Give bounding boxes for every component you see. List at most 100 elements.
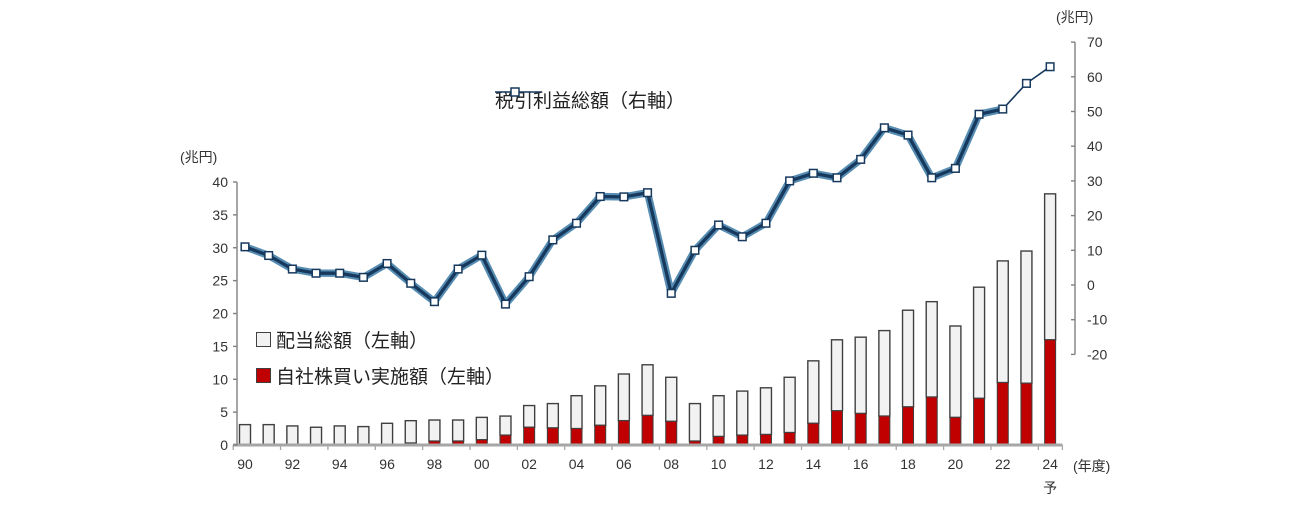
dividend-bar — [522, 404, 536, 428]
profit-line-marker — [382, 258, 392, 269]
profit-line-marker — [761, 218, 771, 228]
profit-line-marker — [571, 218, 582, 228]
buyback-bar — [570, 428, 583, 446]
dividend-bar — [238, 423, 252, 446]
buyback-swatch-icon — [256, 368, 271, 383]
dividend-bar — [475, 416, 488, 441]
buyback-bar — [1020, 382, 1033, 446]
profit-line-marker — [619, 192, 629, 202]
x-axis-unit-label: (年度) — [1073, 458, 1111, 474]
profit-line-marker — [287, 264, 297, 274]
buyback-bar — [783, 432, 796, 446]
profit-line-marker — [785, 176, 795, 186]
line-series-legend-icon — [495, 87, 541, 97]
dividend-bar — [404, 419, 417, 444]
left-axis-tick-label: 30 — [212, 240, 228, 256]
right-axis-tick-label: 0 — [1087, 277, 1095, 293]
buyback-bar — [949, 416, 962, 446]
x-axis-tick-label: 02 — [521, 456, 537, 472]
left-axis-tick-label: 40 — [212, 174, 228, 190]
x-axis-tick-label: 04 — [569, 456, 585, 472]
profit-line-marker — [595, 191, 605, 202]
right-axis-tick-label: 60 — [1087, 69, 1103, 85]
dividend-bar — [830, 339, 844, 412]
profit-line-marker — [524, 272, 534, 282]
dividend-bar — [783, 376, 796, 434]
dividend-bar — [309, 426, 323, 446]
x-axis-tick-label: 10 — [711, 456, 727, 472]
x-axis-tick-label: 90 — [237, 456, 253, 472]
profit-line-marker — [264, 250, 274, 261]
profit-line-marker — [643, 188, 653, 198]
profit-line-marker — [903, 130, 913, 140]
left-axis-tick-label: 25 — [212, 273, 228, 289]
right-axis-tick-label: 50 — [1087, 104, 1103, 120]
right-axis-tick-label: 20 — [1087, 208, 1103, 224]
profit-line-marker — [998, 104, 1008, 114]
buyback-bar — [854, 412, 867, 446]
profit-line-marker — [714, 220, 724, 230]
dividend-bar — [570, 394, 583, 430]
buyback-bar — [1044, 339, 1057, 446]
x-axis-tick-label: 08 — [663, 456, 679, 472]
legend-buyback-row: 自社株買い実施額（左軸） — [256, 362, 504, 389]
dividend-bar — [949, 325, 962, 419]
right-axis-tick-label: 10 — [1087, 242, 1103, 258]
dividend-swatch-icon — [256, 332, 271, 347]
profit-line-marker — [548, 235, 558, 245]
buyback-bar — [973, 397, 986, 446]
dividend-bar — [357, 425, 370, 446]
dividend-bar — [665, 376, 678, 423]
x-axis-tick-label: 96 — [379, 456, 395, 472]
profit-line-marker — [927, 173, 937, 183]
profit-line-marker — [311, 268, 321, 278]
x-axis-tick-label: 24 — [1042, 456, 1058, 472]
dividend-bar — [925, 300, 938, 398]
x-axis-tick-label: 22 — [995, 456, 1011, 472]
x-axis-tick-label: 20 — [948, 456, 964, 472]
left-axis-tick-label: 15 — [212, 338, 228, 354]
dividend-bar — [736, 390, 749, 436]
profit-line-marker — [477, 250, 487, 260]
profit-line-marker — [808, 168, 818, 178]
dividend-bar — [972, 286, 986, 400]
profit-line-marker — [974, 109, 984, 119]
dividend-bar — [262, 423, 275, 446]
dividend-bar — [854, 336, 867, 415]
dividend-bar — [594, 385, 607, 426]
buyback-bar — [831, 410, 843, 446]
left-axis-tick-label: 10 — [212, 371, 228, 387]
profit-line-marker — [832, 173, 842, 183]
x-axis-tick-label: 12 — [758, 456, 774, 472]
dividend-bar — [380, 422, 394, 446]
dividend-bar — [878, 329, 891, 417]
x-axis-tick-label: 14 — [806, 456, 822, 472]
dividend-bar — [333, 425, 346, 446]
dividend-bar — [641, 364, 654, 417]
profit-line-marker — [666, 288, 676, 298]
legend-bar-series: 配当総額（左軸） 自社株買い実施額（左軸） — [256, 326, 504, 389]
profit-line-marker — [429, 297, 439, 307]
right-axis-tick-label: 70 — [1087, 34, 1103, 50]
profit-line-marker — [500, 299, 511, 309]
profit-line-marker — [358, 272, 368, 282]
buyback-bar — [925, 396, 938, 446]
profit-line-marker — [1045, 62, 1055, 72]
profit-line-marker — [856, 154, 866, 164]
buyback-bar — [759, 433, 772, 446]
right-axis-tick-label: -20 — [1087, 346, 1107, 362]
legend-dividend-label: 配当総額（左軸） — [276, 331, 429, 352]
dividend-bar — [451, 419, 465, 442]
right-axis-unit-label: (兆円) — [1056, 9, 1094, 25]
x-axis-tick-label: 94 — [332, 456, 348, 472]
buyback-bar — [996, 382, 1009, 446]
profit-line-glow — [241, 105, 1007, 308]
profit-line-marker — [406, 278, 416, 288]
profit-line-marker — [1021, 78, 1031, 88]
buyback-bar — [546, 427, 559, 446]
profit-line-marker — [879, 123, 889, 133]
buyback-bar — [807, 422, 820, 446]
dividend-bar — [807, 360, 820, 425]
left-axis-tick-label: 35 — [212, 207, 228, 223]
